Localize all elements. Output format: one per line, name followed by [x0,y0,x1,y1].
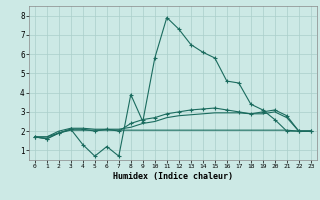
X-axis label: Humidex (Indice chaleur): Humidex (Indice chaleur) [113,172,233,181]
